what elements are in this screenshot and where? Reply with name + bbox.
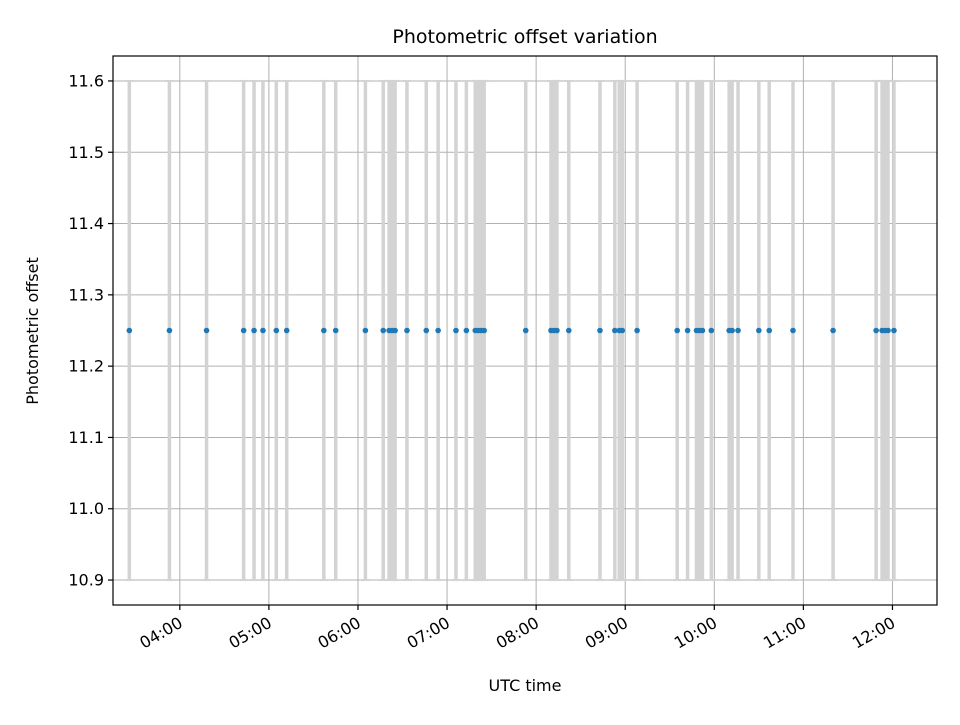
data-point: [453, 327, 459, 334]
y-tick-label: 10.9: [68, 571, 104, 590]
data-point: [423, 327, 430, 334]
data-point: [619, 327, 626, 334]
data-point: [251, 327, 257, 334]
data-point: [735, 327, 741, 334]
data-point: [674, 327, 680, 334]
data-point: [404, 327, 410, 334]
x-axis-label: UTC time: [489, 676, 562, 695]
y-axis-label: Photometric offset: [23, 257, 42, 405]
data-point: [885, 327, 891, 334]
data-point: [729, 327, 735, 334]
data-point: [126, 327, 133, 334]
y-axis-ticks: 10.9 11.0 11.1 11.2 11.3 11.4 11.5 11.6: [68, 71, 113, 590]
data-point: [708, 327, 715, 334]
data-point: [362, 327, 369, 334]
data-point: [873, 327, 879, 334]
data-point: [634, 327, 640, 334]
data-point: [766, 327, 773, 334]
data-point: [481, 327, 487, 334]
data-point: [203, 327, 210, 334]
data-point: [392, 327, 398, 334]
plot-frame: [112, 55, 938, 606]
data-point: [260, 327, 266, 334]
data-point: [522, 327, 529, 334]
y-tick-label: 11.3: [68, 285, 104, 304]
point-layer: [126, 327, 897, 334]
data-point: [699, 327, 706, 334]
chart-title: Photometric offset variation: [392, 26, 657, 48]
y-tick-label: 11.5: [68, 143, 104, 162]
data-point: [830, 327, 836, 334]
data-point: [283, 327, 290, 334]
data-point: [273, 327, 280, 334]
data-point: [463, 327, 470, 334]
data-point: [612, 327, 618, 334]
data-point: [380, 327, 387, 334]
data-point: [597, 327, 603, 334]
data-point: [332, 327, 339, 334]
data-point: [166, 327, 173, 334]
data-point: [790, 327, 796, 334]
data-point: [240, 327, 247, 334]
data-point: [565, 327, 572, 334]
y-tick-label: 11.1: [68, 428, 104, 447]
data-point: [435, 327, 441, 334]
data-point: [554, 327, 560, 334]
data-point: [684, 327, 691, 334]
data-point: [321, 327, 327, 334]
y-tick-label: 11.6: [68, 71, 104, 90]
y-tick-label: 11.4: [68, 214, 104, 233]
data-point: [756, 327, 762, 334]
y-tick-label: 11.2: [68, 357, 104, 376]
y-tick-label: 11.0: [68, 499, 104, 518]
data-point: [891, 327, 897, 334]
